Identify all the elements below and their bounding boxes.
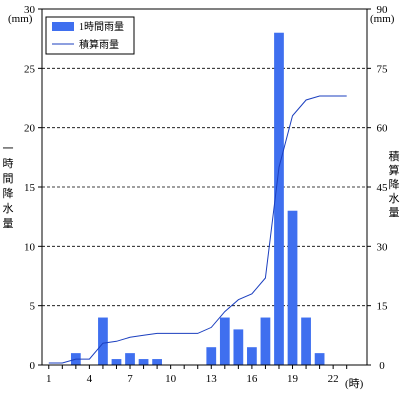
right-tick-label: 75 bbox=[377, 63, 389, 75]
bar bbox=[260, 317, 271, 365]
bar bbox=[287, 210, 298, 365]
bar bbox=[247, 347, 257, 365]
left-axis-label-char: 水 bbox=[3, 202, 14, 215]
left-axis-label-char: 降 bbox=[3, 186, 14, 200]
right-axis-unit: (mm) bbox=[370, 13, 395, 25]
left-axis-label-char: 量 bbox=[3, 217, 14, 230]
left-tick-label: 25 bbox=[24, 63, 36, 75]
legend-bar-label: 1時間雨量 bbox=[79, 21, 124, 33]
legend-line-label: 積算雨量 bbox=[79, 38, 119, 51]
bar bbox=[152, 359, 162, 365]
bar bbox=[98, 317, 108, 365]
bar bbox=[314, 353, 325, 365]
bar bbox=[233, 329, 244, 365]
right-tick-label: 15 bbox=[377, 301, 389, 313]
x-tick-label: 19 bbox=[287, 373, 299, 385]
bar-series bbox=[70, 32, 325, 365]
x-tick-label: 16 bbox=[246, 373, 258, 385]
right-axis-label-char: 降 bbox=[389, 177, 400, 191]
left-axis-label-char: 間 bbox=[3, 172, 14, 185]
x-tick-label: 22 bbox=[328, 373, 339, 385]
x-tick-label: 1 bbox=[46, 373, 52, 385]
x-tick-label: 13 bbox=[206, 373, 218, 385]
bar bbox=[206, 347, 217, 365]
legend-bar-swatch bbox=[52, 22, 74, 31]
bar bbox=[274, 32, 284, 365]
right-axis-label-char: 算 bbox=[389, 163, 400, 177]
right-axis-label-char: 量 bbox=[389, 206, 400, 219]
right-tick-label: 45 bbox=[377, 182, 389, 194]
bar bbox=[111, 359, 122, 365]
left-axis-label-char: 一 bbox=[3, 143, 14, 155]
x-tick-label: 4 bbox=[87, 373, 93, 385]
left-axis-label-char: 時 bbox=[3, 157, 14, 170]
cumulative-line bbox=[48, 95, 347, 364]
left-tick-label: 5 bbox=[30, 301, 36, 313]
legend-box bbox=[45, 16, 135, 55]
bar bbox=[301, 317, 311, 365]
x-tick-label: 7 bbox=[127, 373, 133, 385]
right-tick-label: 90 bbox=[377, 4, 389, 16]
left-tick-label: 0 bbox=[30, 360, 36, 372]
left-axis-ticks: 0 5 10 15 20 25 30 bbox=[24, 4, 42, 372]
gridlines bbox=[42, 67, 367, 307]
right-axis-ticks: 0 15 30 45 60 75 90 bbox=[367, 4, 388, 372]
right-tick-label: 0 bbox=[379, 360, 385, 372]
left-tick-label: 20 bbox=[24, 123, 36, 135]
right-axis-label-char: 積 bbox=[389, 149, 400, 163]
x-tick-label: 10 bbox=[165, 373, 177, 385]
bar bbox=[138, 359, 149, 365]
legend: 1時間雨量 積算雨量 bbox=[45, 16, 135, 55]
left-axis-unit: (mm) bbox=[8, 13, 33, 25]
right-axis-label-char: 水 bbox=[389, 192, 400, 205]
bar bbox=[219, 317, 230, 365]
left-tick-label: 30 bbox=[24, 4, 36, 16]
bar bbox=[125, 353, 135, 365]
right-tick-label: 60 bbox=[377, 123, 389, 135]
right-tick-label: 30 bbox=[377, 241, 389, 253]
left-tick-label: 15 bbox=[24, 182, 36, 194]
left-tick-label: 10 bbox=[24, 241, 36, 253]
x-axis-ticks: 1 4 7 10 13 16 19 22 bbox=[46, 365, 348, 385]
x-axis-unit: (時) bbox=[345, 377, 364, 390]
